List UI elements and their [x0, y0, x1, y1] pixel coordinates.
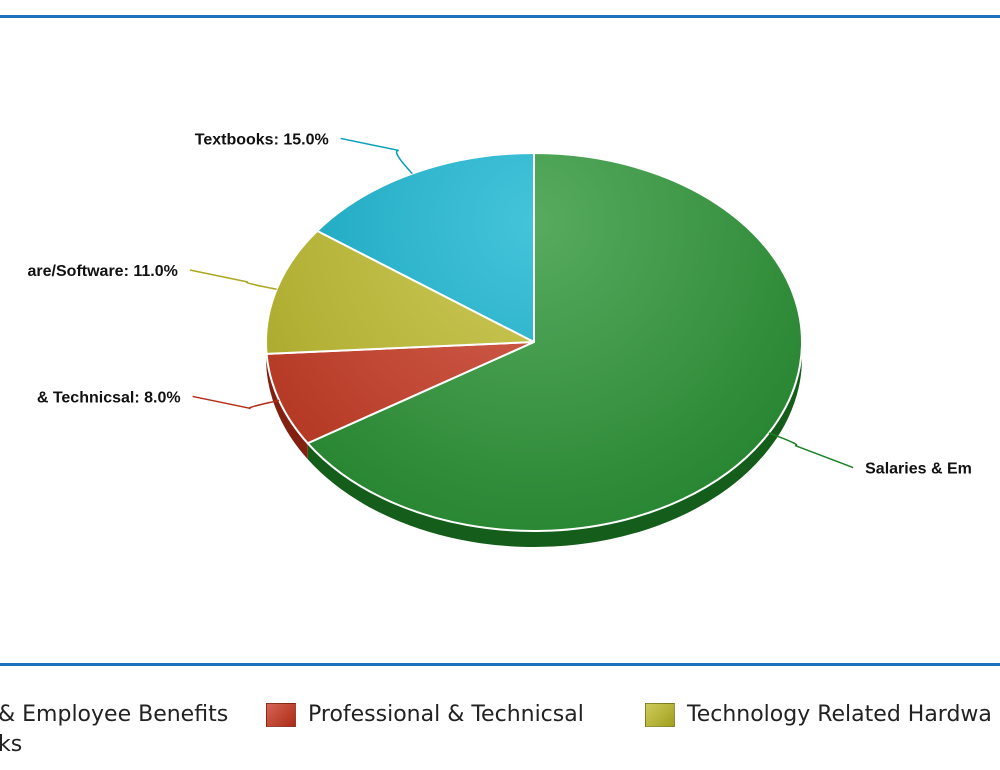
legend-item[interactable]: Professional & Technicsal: [266, 702, 584, 727]
legend-item[interactable]: & Employee Benefits: [0, 702, 228, 727]
pie-depth-wall: [266, 353, 308, 460]
slice-label: Salaries & Em: [865, 461, 972, 478]
slice-label: are/Software: 11.0%: [28, 263, 178, 280]
pie-slice[interactable]: [316, 152, 535, 343]
bottom-divider: [0, 663, 1000, 666]
label-connector: [768, 432, 854, 469]
slice-label: Textbooks: 15.0%: [195, 131, 329, 148]
label-connectors: [189, 137, 854, 469]
slice-label: & Technicsal: 8.0%: [37, 389, 181, 406]
label-connector: [189, 269, 277, 291]
label-connector: [340, 137, 413, 175]
legend-swatch: [645, 702, 675, 727]
legend-label: ks: [0, 732, 23, 757]
top-divider: [0, 15, 1000, 18]
pie-slice[interactable]: [265, 341, 535, 445]
legend-label: Professional & Technicsal: [308, 702, 584, 727]
legend: & Employee Benefits Professional & Techni…: [0, 696, 1000, 770]
label-connector: [192, 395, 280, 410]
legend-item[interactable]: Technology Related Hardwa: [645, 702, 992, 727]
legend-item[interactable]: ks: [0, 732, 22, 757]
legend-swatch: [266, 702, 296, 727]
pie-slices: [265, 152, 803, 532]
slice-labels: Salaries & Em & Technicsal: 8.0% are/Softw…: [28, 131, 972, 477]
pie-slice[interactable]: [265, 229, 535, 355]
legend-label: Technology Related Hardwa: [687, 702, 992, 727]
legend-label: & Employee Benefits: [0, 702, 229, 727]
